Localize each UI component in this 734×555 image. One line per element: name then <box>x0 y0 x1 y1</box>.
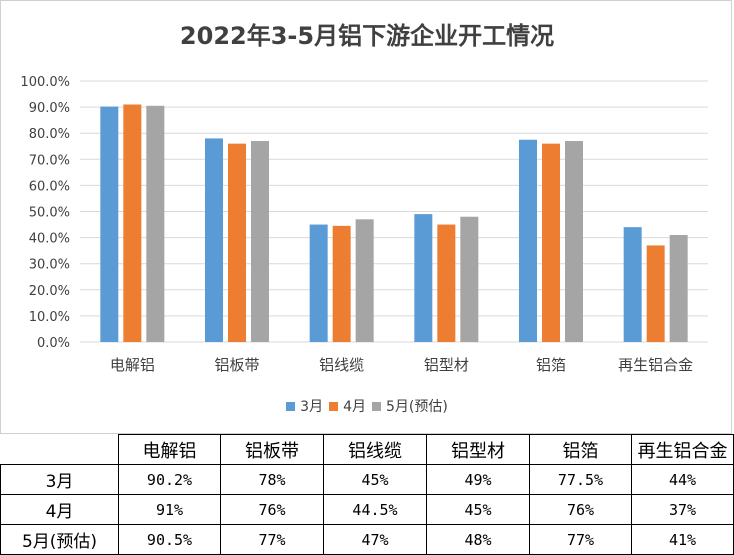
table-row-label: 3月 <box>0 464 119 495</box>
legend-swatch <box>286 402 296 411</box>
x-tick-label: 电解铝 <box>110 356 155 374</box>
table-header-cell: 再生铝合金 <box>631 434 734 465</box>
table-cell: 90.5% <box>118 524 221 555</box>
table-cell: 45% <box>323 464 427 495</box>
chart-frame <box>0 0 732 434</box>
legend-label: 5月(预估) <box>386 399 448 415</box>
y-tick-label: 30.0% <box>29 258 70 273</box>
table-cell: 48% <box>426 524 530 555</box>
y-tick-label: 60.0% <box>29 179 70 194</box>
bar <box>414 214 433 342</box>
table-cell: 49% <box>426 464 530 495</box>
y-tick-label: 70.0% <box>29 153 70 168</box>
table-cell: 76% <box>529 494 632 525</box>
bar <box>355 219 374 342</box>
table-cell: 47% <box>323 524 427 555</box>
bar <box>542 143 560 342</box>
legend-swatch <box>372 402 381 411</box>
y-tick-label: 40.0% <box>29 232 70 247</box>
legend-item: 3月 <box>286 396 323 416</box>
y-tick-label: 80.0% <box>29 127 70 142</box>
bar <box>646 245 665 342</box>
bar <box>123 104 142 343</box>
table-row: 3月 90.2% 78% 45% 49% 77.5% 44% <box>0 464 734 495</box>
chart-legend: 3月 4月 5月(预估) <box>0 396 734 416</box>
legend-swatch <box>329 402 339 411</box>
legend-label: 4月 <box>343 399 366 415</box>
chart-title: 2022年3-5月铝下游企业开工情况 <box>179 22 555 50</box>
table-row-label: 4月 <box>0 494 119 525</box>
bar <box>565 141 583 342</box>
legend-label: 3月 <box>300 399 324 415</box>
table-cell: 44% <box>631 464 734 495</box>
x-tick-label: 铝线缆 <box>319 356 364 374</box>
legend-item: 5月(预估) <box>372 396 448 416</box>
bar <box>251 141 269 342</box>
y-tick-label: 0.0% <box>37 336 70 351</box>
table-cell: 77% <box>220 524 324 555</box>
bar <box>205 138 223 342</box>
y-tick-label: 100.0% <box>20 75 70 90</box>
table-cell: 90.2% <box>118 464 221 495</box>
table-header-cell: 铝线缆 <box>323 434 427 465</box>
bar <box>460 216 479 342</box>
table-row-label: 5月(预估) <box>0 524 119 555</box>
bar <box>100 106 119 342</box>
table-cell: 76% <box>220 494 324 525</box>
table-cell: 44.5% <box>323 494 427 525</box>
table-header-cell: 铝箔 <box>529 434 632 465</box>
table-cell: 91% <box>118 494 221 525</box>
table-corner-cell <box>0 434 119 465</box>
y-tick-label: 20.0% <box>29 284 70 299</box>
table-header-cell: 铝板带 <box>220 434 324 465</box>
bar <box>519 139 537 342</box>
x-tick-label: 铝型材 <box>424 356 469 374</box>
table-cell: 45% <box>426 494 530 525</box>
x-tick-label: 铝箔 <box>536 356 566 374</box>
table-row: 5月(预估) 90.5% 77% 47% 48% 77% 41% <box>0 524 734 555</box>
y-tick-label: 90.0% <box>29 101 70 116</box>
bar <box>437 224 456 342</box>
y-tick-label: 10.0% <box>29 310 70 325</box>
table-header-row: 电解铝 铝板带 铝线缆 铝型材 铝箔 再生铝合金 <box>0 434 734 465</box>
table-header-cell: 铝型材 <box>426 434 530 465</box>
bar <box>669 234 688 342</box>
table-cell: 77% <box>529 524 632 555</box>
bar <box>309 224 328 342</box>
table-cell: 41% <box>631 524 734 555</box>
x-tick-label: 再生铝合金 <box>618 356 693 374</box>
table-row: 4月 91% 76% 44.5% 45% 76% 37% <box>0 494 734 525</box>
bar <box>146 105 165 342</box>
table-cell: 77.5% <box>529 464 632 495</box>
table-header-cell: 电解铝 <box>118 434 221 465</box>
table-cell: 78% <box>220 464 324 495</box>
bar <box>623 227 642 342</box>
y-tick-label: 50.0% <box>29 206 70 221</box>
bar-chart: 0.0% 10.0% 20.0% 30.0% 40.0% 50.0% 60.0% 70.0% 8… <box>20 75 708 374</box>
bar <box>332 225 351 342</box>
bar <box>228 143 246 342</box>
data-table: 电解铝 铝板带 铝线缆 铝型材 铝箔 再生铝合金 3月 90.2% 78% 45… <box>0 434 734 555</box>
x-tick-label: 铝板带 <box>214 356 259 374</box>
legend-item: 4月 <box>329 396 366 416</box>
table-cell: 37% <box>631 494 734 525</box>
